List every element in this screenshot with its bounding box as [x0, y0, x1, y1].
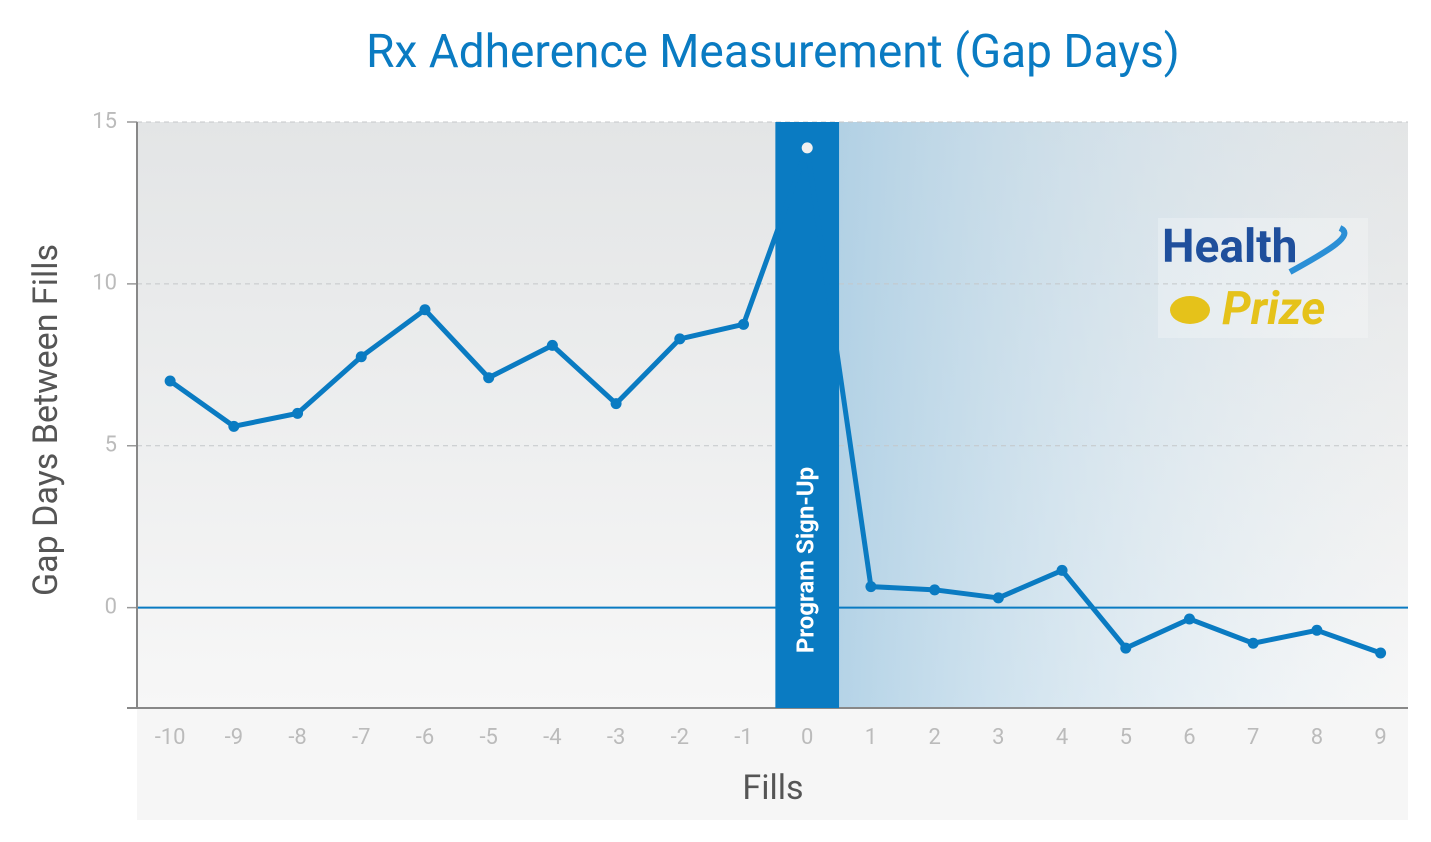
point: [929, 584, 941, 596]
chart-title: Rx Adherence Measurement (Gap Days): [366, 25, 1180, 79]
signup-band: [775, 122, 840, 708]
x-tick-label: -7: [352, 725, 370, 750]
x-tick-label: -10: [155, 725, 186, 750]
point: [674, 333, 686, 345]
axis-band: [137, 708, 1408, 820]
point: [1183, 613, 1195, 625]
point: [164, 375, 176, 387]
y-tick-label: 15: [92, 109, 117, 134]
point: [483, 372, 495, 384]
y-axis-label: Gap Days Between Fills: [26, 244, 66, 596]
logo-swoosh: [1288, 225, 1348, 275]
y-tick-label: 5: [105, 433, 117, 458]
x-tick-label: -8: [288, 725, 306, 750]
x-tick-label: 9: [1374, 725, 1386, 750]
point: [228, 420, 240, 432]
logo: Health Prize: [1158, 218, 1368, 338]
after-region: [839, 122, 1408, 708]
point: [1311, 624, 1323, 636]
x-tick-label: 2: [928, 725, 940, 750]
point: [1120, 642, 1132, 654]
logo-text: Health: [1162, 220, 1297, 274]
x-tick-label: 1: [865, 725, 877, 750]
x-tick-label: -9: [225, 725, 243, 750]
y-tick-label: 0: [105, 594, 117, 619]
line: [168, 145, 1382, 656]
point: [1056, 564, 1068, 576]
point: [610, 398, 622, 410]
x-tick-label: -1: [734, 725, 752, 750]
x-tick-label: 5: [1120, 725, 1132, 750]
x-tick-label: 6: [1183, 725, 1195, 750]
point: [738, 318, 750, 330]
point: [992, 592, 1004, 604]
y-tick-label: 10: [92, 271, 117, 296]
x-tick-label: -3: [607, 725, 625, 750]
x-tick-label: -5: [479, 725, 497, 750]
after-region: [839, 122, 1408, 708]
point: [419, 304, 431, 316]
logo-pill: [1170, 296, 1210, 324]
x-tick-label: 8: [1311, 725, 1323, 750]
x-tick-label: -4: [543, 725, 561, 750]
x-tick-label: 0: [801, 725, 813, 750]
point: [355, 351, 367, 363]
point: [292, 407, 304, 419]
point: [1375, 647, 1387, 659]
x-axis-label: Fills: [742, 768, 803, 808]
logo-text: Prize: [1222, 282, 1325, 336]
x-tick-label: -2: [671, 725, 689, 750]
x-tick-label: 7: [1247, 725, 1259, 750]
x-tick-label: 4: [1056, 725, 1068, 750]
point: [865, 581, 877, 593]
point: [1247, 637, 1259, 649]
x-tick-label: 3: [992, 725, 1004, 750]
point: [801, 142, 813, 154]
x-tick-label: -6: [416, 725, 434, 750]
point: [546, 339, 558, 351]
signup-label: Program Sign-Up: [792, 467, 820, 653]
